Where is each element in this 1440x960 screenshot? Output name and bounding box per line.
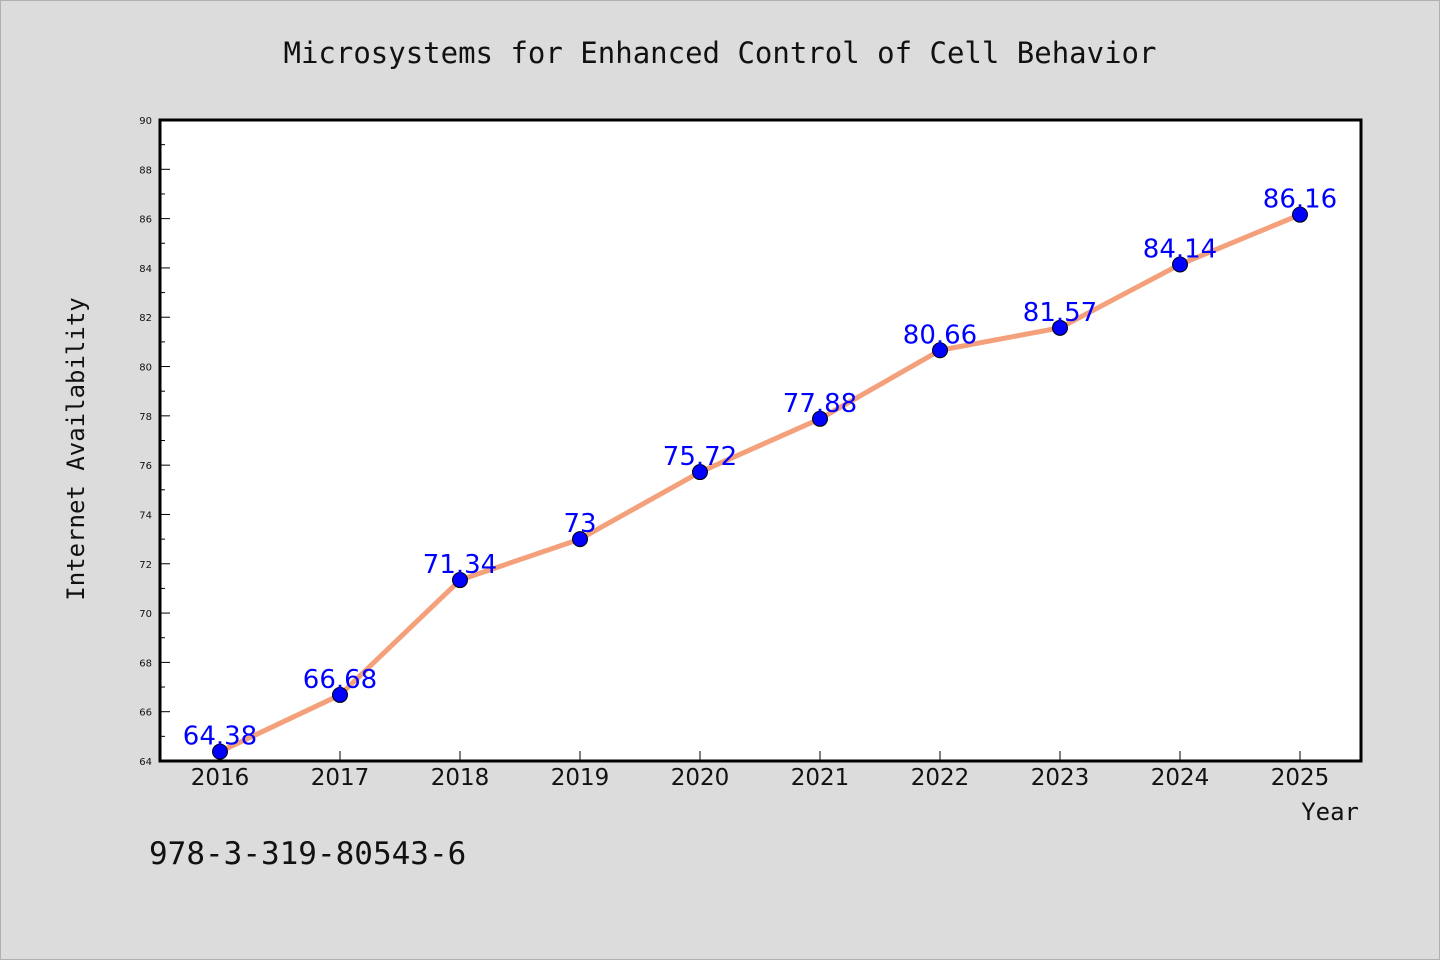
y-tick-label: 68 — [139, 658, 152, 669]
y-tick-label: 88 — [139, 165, 152, 176]
y-tick-label: 86 — [139, 215, 152, 226]
data-point — [812, 410, 828, 427]
data-labels: 64.38 66.68 71.34 73 75.72 77.88 80.66 81.57 84.… — [183, 185, 1337, 752]
y-tick-label: 82 — [139, 313, 152, 324]
y-tick-label: 76 — [139, 461, 152, 472]
y-tick-label: 64 — [139, 757, 152, 768]
y-axis-label: Internet Availability — [62, 297, 90, 600]
x-tick-label: 2024 — [1151, 765, 1210, 791]
data-label: 80.66 — [903, 320, 977, 350]
x-tick-label: 2023 — [1031, 765, 1090, 791]
data-label: 81.57 — [1023, 298, 1097, 328]
x-tick-label: 2017 — [311, 765, 370, 791]
x-tick-label: 2020 — [671, 765, 730, 791]
x-tick-label: 2019 — [551, 765, 610, 791]
x-axis-label: Year — [1301, 798, 1359, 826]
data-point — [1172, 256, 1188, 273]
data-label: 84.14 — [1143, 234, 1217, 264]
data-point — [1292, 206, 1308, 223]
x-axis: 2016 2017 2018 2019 2020 2021 2022 2023 2024 2025 — [191, 751, 1330, 791]
y-tick-label: 90 — [139, 116, 152, 127]
data-markers — [212, 206, 1308, 760]
series-line — [218, 212, 1301, 754]
data-point — [452, 572, 468, 589]
data-label: 64.38 — [183, 722, 257, 752]
x-tick-label: 2021 — [791, 765, 850, 791]
x-tick-label: 2016 — [191, 765, 250, 791]
data-point — [1052, 319, 1068, 336]
data-label: 86.16 — [1263, 185, 1337, 215]
x-tick-label: 2022 — [911, 765, 970, 791]
data-point — [932, 342, 948, 359]
data-label: 73 — [563, 509, 596, 539]
y-axis: 64 66 68 70 72 74 76 78 80 82 84 86 88 90 — [139, 116, 170, 768]
chart-title: Microsystems for Enhanced Control of Cel… — [284, 36, 1157, 70]
plot-area — [158, 118, 1363, 763]
data-label: 71.34 — [423, 550, 497, 580]
y-tick-label: 78 — [139, 412, 152, 423]
data-label: 77.88 — [783, 389, 857, 419]
y-tick-label: 66 — [139, 708, 152, 719]
data-label: 66.68 — [303, 665, 377, 695]
y-tick-label: 80 — [139, 363, 152, 374]
y-tick-label: 72 — [139, 560, 152, 571]
y-tick-label: 84 — [139, 264, 152, 275]
x-tick-label: 2025 — [1271, 765, 1330, 791]
data-point — [692, 464, 708, 481]
data-point — [572, 531, 588, 548]
data-point — [332, 686, 348, 703]
x-tick-label: 2018 — [431, 765, 490, 791]
isbn-footer: 978-3-319-80543-6 — [149, 836, 466, 872]
y-tick-label: 74 — [139, 510, 152, 521]
data-point — [212, 743, 228, 760]
y-tick-label: 70 — [139, 609, 152, 620]
data-label: 75.72 — [663, 442, 737, 472]
